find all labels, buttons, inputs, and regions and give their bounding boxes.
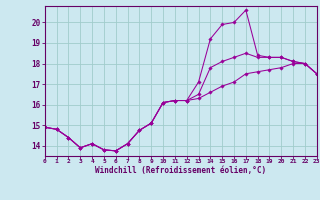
X-axis label: Windchill (Refroidissement éolien,°C): Windchill (Refroidissement éolien,°C) bbox=[95, 166, 266, 175]
